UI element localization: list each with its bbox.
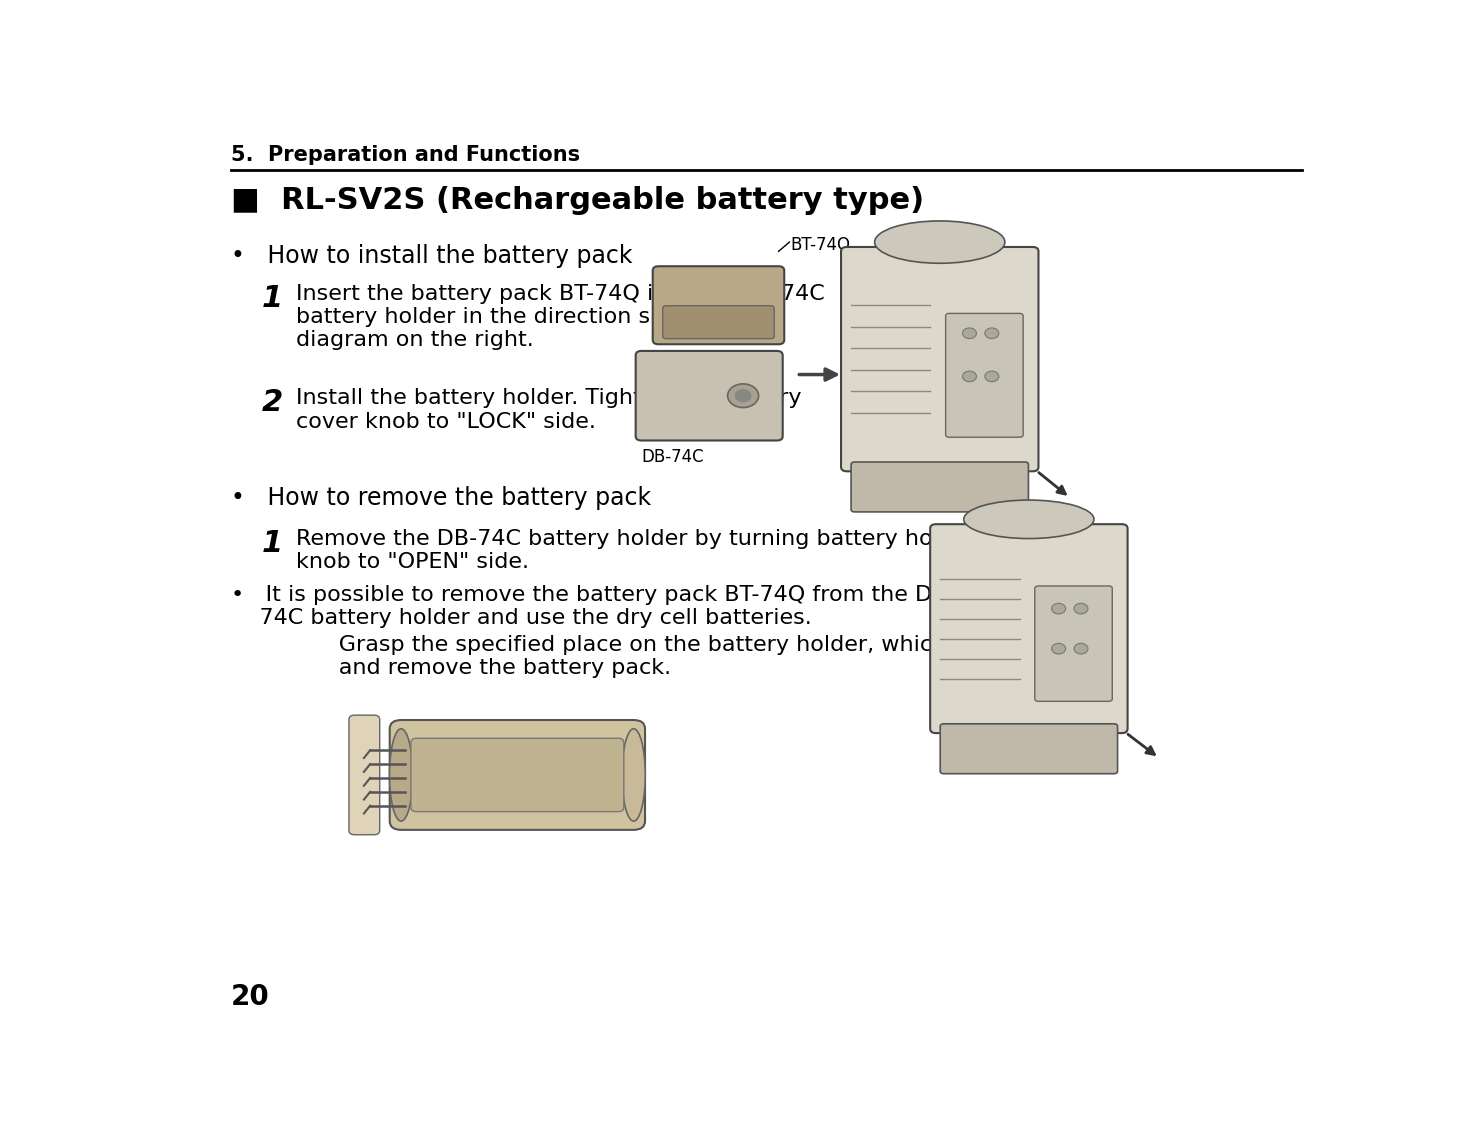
Ellipse shape — [622, 729, 645, 821]
FancyBboxPatch shape — [851, 462, 1028, 512]
FancyBboxPatch shape — [1034, 586, 1112, 702]
Text: Install the battery holder. Tighten the battery
cover knob to "LOCK" side.: Install the battery holder. Tighten the … — [296, 388, 801, 431]
Text: Remove the DB-74C battery holder by turning battery holder
knob to "OPEN" side.: Remove the DB-74C battery holder by turn… — [296, 529, 977, 572]
FancyBboxPatch shape — [411, 738, 625, 812]
Text: 2: 2 — [262, 388, 283, 418]
FancyBboxPatch shape — [946, 314, 1024, 437]
FancyBboxPatch shape — [349, 715, 380, 834]
Circle shape — [1052, 643, 1065, 654]
Text: Insert the battery pack BT-74Q into the DB-74C
battery holder in the direction s: Insert the battery pack BT-74Q into the … — [296, 284, 825, 350]
Circle shape — [1074, 643, 1089, 654]
Circle shape — [728, 384, 759, 408]
FancyBboxPatch shape — [929, 524, 1128, 734]
Text: DB-74C: DB-74C — [641, 447, 704, 465]
Circle shape — [735, 389, 751, 402]
Ellipse shape — [389, 729, 412, 821]
Circle shape — [962, 371, 977, 381]
Circle shape — [1052, 603, 1065, 614]
Ellipse shape — [963, 500, 1094, 539]
Circle shape — [962, 328, 977, 338]
FancyBboxPatch shape — [663, 306, 775, 338]
Text: 20: 20 — [231, 983, 270, 1011]
Text: 1: 1 — [262, 529, 283, 558]
Text: 5.  Preparation and Functions: 5. Preparation and Functions — [231, 145, 580, 165]
Text: •   How to install the battery pack: • How to install the battery pack — [231, 243, 632, 267]
Text: ■  RL-SV2S (Rechargeable battery type): ■ RL-SV2S (Rechargeable battery type) — [231, 186, 924, 215]
FancyBboxPatch shape — [841, 247, 1038, 471]
FancyBboxPatch shape — [653, 266, 784, 344]
Text: •   It is possible to remove the battery pack BT-74Q from the DB-
    74C batter: • It is possible to remove the battery p… — [231, 585, 955, 628]
FancyBboxPatch shape — [940, 723, 1118, 773]
Text: •   How to remove the battery pack: • How to remove the battery pack — [231, 486, 651, 511]
Circle shape — [985, 371, 999, 381]
FancyBboxPatch shape — [390, 720, 645, 830]
Text: 1: 1 — [262, 284, 283, 312]
Text: Grasp the specified place on the battery holder, which is shown below,
      and: Grasp the specified place on the battery… — [296, 635, 1131, 678]
Ellipse shape — [875, 221, 1005, 264]
Text: BT-74Q: BT-74Q — [790, 235, 850, 254]
Circle shape — [985, 328, 999, 338]
FancyBboxPatch shape — [636, 351, 782, 440]
Circle shape — [1074, 603, 1089, 614]
